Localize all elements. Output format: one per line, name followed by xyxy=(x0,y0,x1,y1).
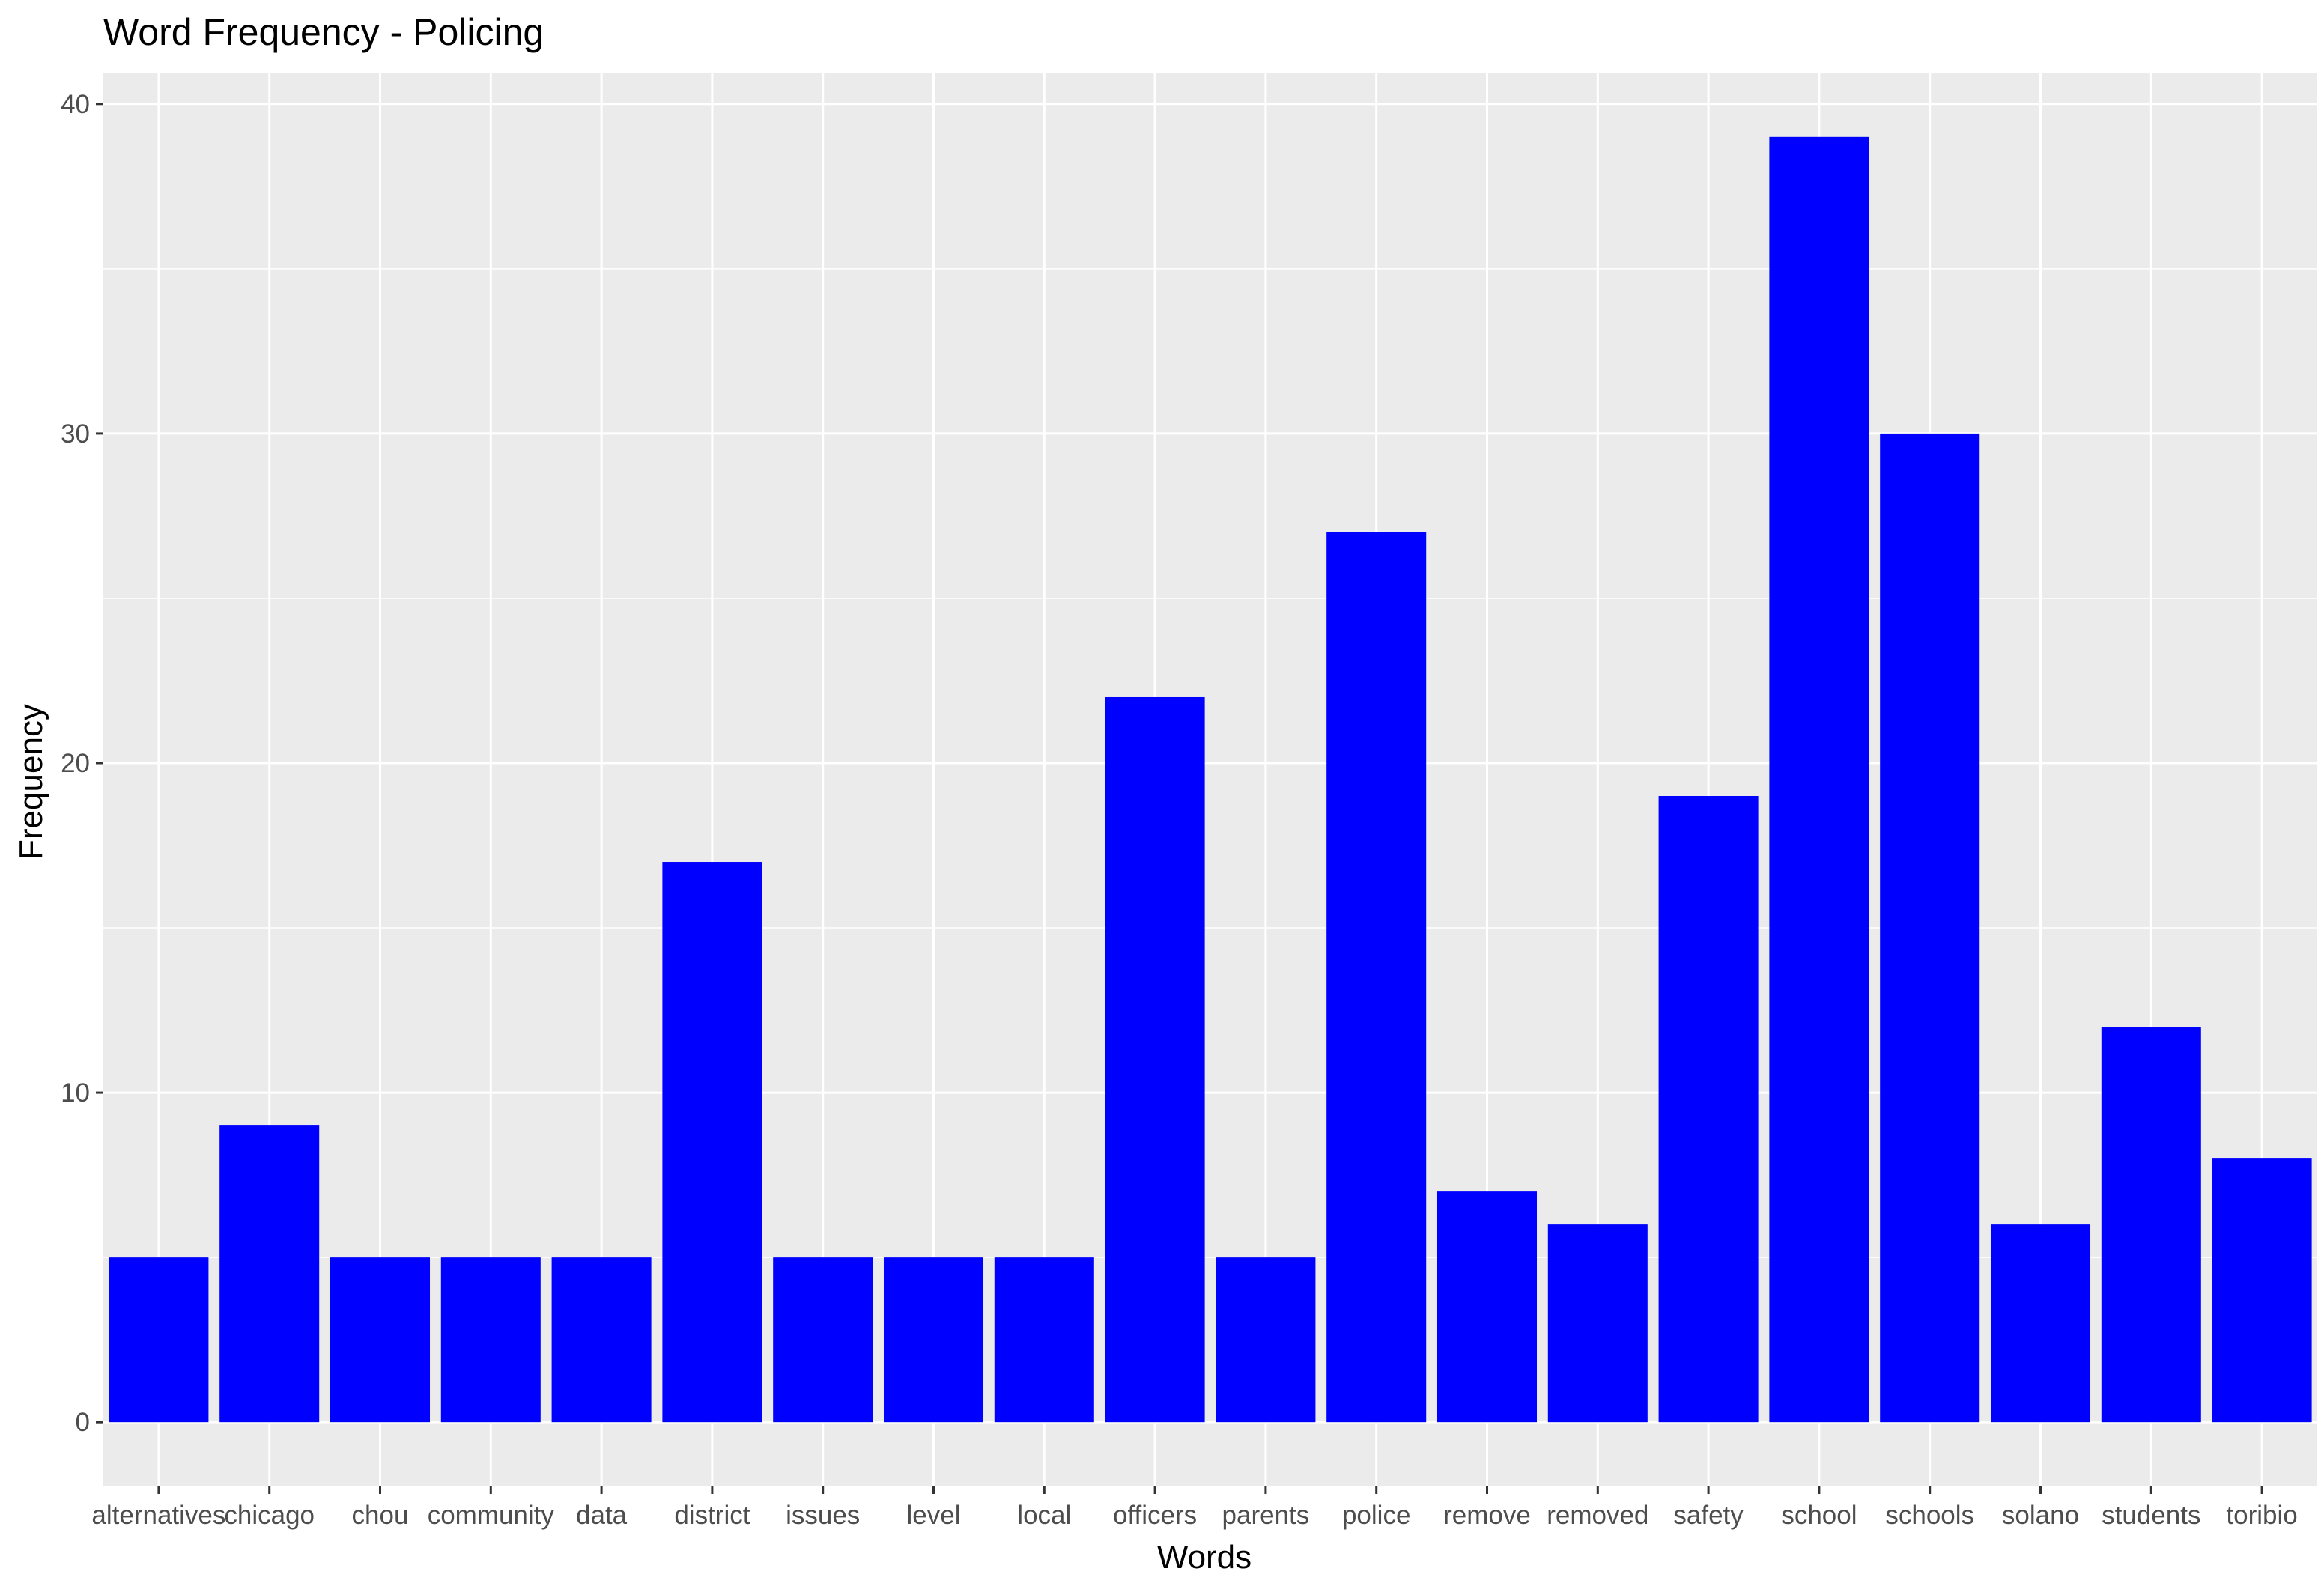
x-tick-label: police xyxy=(1342,1501,1410,1530)
x-tick-label: chou xyxy=(352,1501,409,1530)
y-axis-title: Frequency xyxy=(13,704,49,860)
bar-chicago xyxy=(219,1125,320,1423)
x-tick-label: remove xyxy=(1443,1501,1531,1530)
bar-toribio xyxy=(2212,1158,2312,1423)
x-tick-label: toribio xyxy=(2226,1501,2297,1530)
x-tick-label: solano xyxy=(2002,1501,2079,1530)
y-axis: 0 10 20 30 40 xyxy=(61,90,103,1437)
bar-alternatives xyxy=(109,1257,209,1423)
x-tick-label: level xyxy=(907,1501,961,1530)
chart-title: Word Frequency - Policing xyxy=(103,11,544,53)
x-tick-label: students xyxy=(2102,1501,2200,1530)
x-tick-label: chicago xyxy=(224,1501,315,1530)
x-tick-label: issues xyxy=(786,1501,860,1530)
bar-issues xyxy=(773,1257,873,1423)
x-tick-label: school xyxy=(1781,1501,1857,1530)
bar-chou xyxy=(330,1257,431,1423)
bar-data xyxy=(551,1257,652,1423)
x-tick-label: safety xyxy=(1673,1501,1744,1530)
bar-community xyxy=(440,1257,541,1423)
bar-students xyxy=(2101,1027,2201,1423)
bar-parents xyxy=(1216,1257,1316,1423)
x-tick-label: local xyxy=(1017,1501,1071,1530)
x-tick-label: parents xyxy=(1222,1501,1310,1530)
x-axis-title: Words xyxy=(1157,1539,1251,1576)
bar-solano xyxy=(1990,1224,2091,1423)
bar-district xyxy=(662,862,762,1423)
bar-removed xyxy=(1547,1224,1648,1423)
bar-level xyxy=(883,1257,984,1423)
x-tick-label: community xyxy=(428,1501,555,1530)
x-tick-label: district xyxy=(674,1501,750,1530)
y-tick-label: 40 xyxy=(61,90,90,119)
y-tick-label: 10 xyxy=(61,1078,90,1108)
bars xyxy=(109,136,2312,1423)
bar-officers xyxy=(1105,696,1205,1423)
bar-remove xyxy=(1436,1191,1538,1423)
x-tick-label: removed xyxy=(1547,1501,1648,1530)
x-tick-label: data xyxy=(576,1501,628,1530)
x-tick-label: alternatives xyxy=(91,1501,225,1530)
y-tick-label: 30 xyxy=(61,419,90,449)
x-tick-label: officers xyxy=(1113,1501,1197,1530)
bar-local xyxy=(994,1257,1094,1423)
x-tick-label: schools xyxy=(1885,1501,1974,1530)
bar-school xyxy=(1769,136,1869,1423)
y-tick-label: 0 xyxy=(76,1408,90,1437)
bar-police xyxy=(1326,532,1427,1423)
plot-panel xyxy=(103,73,2317,1486)
bar-schools xyxy=(1880,433,1980,1423)
bar-safety xyxy=(1658,796,1759,1423)
y-tick-label: 20 xyxy=(61,749,90,778)
